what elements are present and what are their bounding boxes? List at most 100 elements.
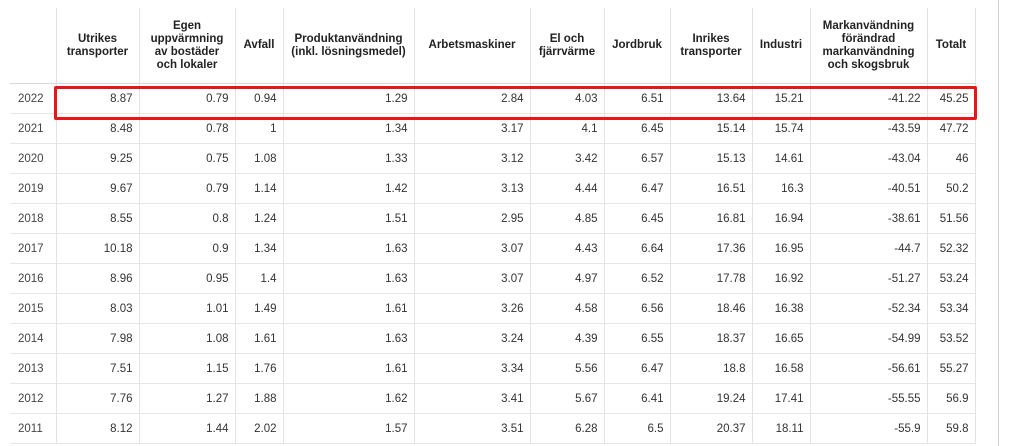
table-cell: 18.8	[670, 353, 753, 384]
table-cell: 16.94	[752, 203, 811, 234]
row-year-cell: 2018	[10, 203, 57, 234]
table-cell: 17.41	[752, 383, 811, 414]
table-row: 2019 9.67 0.79 1.14 1.42 3.13 4.44 6.47 16.51 16.…	[10, 173, 976, 204]
table-cell: 16.95	[752, 233, 811, 264]
table-cell: 1.62	[283, 383, 415, 414]
table-cell: 18.37	[670, 323, 753, 354]
table-cell: 51.56	[927, 203, 976, 234]
table-row: 2022 8.87 0.79 0.94 1.29 2.84 4.03 6.51 13.64 15.…	[10, 83, 976, 114]
row-year-cell: 2016	[10, 263, 57, 294]
table-cell: 7.76	[56, 383, 140, 414]
table-cell: -55.9	[810, 413, 928, 444]
table-cell: 6.57	[604, 143, 671, 174]
row-year-cell: 2017	[10, 233, 57, 264]
table-cell: 53.52	[927, 323, 976, 354]
table-cell: 0.94	[235, 83, 284, 114]
table-cell: 16.51	[670, 173, 753, 204]
table-cell: 9.67	[56, 173, 140, 204]
table-cell: 4.44	[530, 173, 605, 204]
table-cell: -44.7	[810, 233, 928, 264]
table-cell: 15.13	[670, 143, 753, 174]
year-column-header	[10, 8, 57, 84]
table-cell: -40.51	[810, 173, 928, 204]
table-cell: 1.51	[283, 203, 415, 234]
table-row: 2016 8.96 0.95 1.4 1.63 3.07 4.97 6.52 17.78 16.9…	[10, 263, 976, 294]
row-year-cell: 2020	[10, 143, 57, 174]
table-cell: 6.56	[604, 293, 671, 324]
table-body: 2022 8.87 0.79 0.94 1.29 2.84 4.03 6.51 13.64 15.…	[10, 83, 976, 444]
table-cell: 55.27	[927, 353, 976, 384]
table-cell: -56.61	[810, 353, 928, 384]
table-cell: 13.64	[670, 83, 753, 114]
table-cell: 52.32	[927, 233, 976, 264]
table-cell: 8.03	[56, 293, 140, 324]
table-cell: 8.12	[56, 413, 140, 444]
table-cell: 15.21	[752, 83, 811, 114]
table-cell: 16.92	[752, 263, 811, 294]
table-cell: 18.11	[752, 413, 811, 444]
table-cell: 3.41	[414, 383, 531, 414]
table-cell: -41.22	[810, 83, 928, 114]
row-year-cell: 2013	[10, 353, 57, 384]
column-header: Produktanvändning (inkl. lösningsmedel)	[283, 8, 415, 84]
column-header: El och fjärrvärme	[530, 8, 605, 84]
table-cell: 4.1	[530, 113, 605, 144]
row-year-cell: 2021	[10, 113, 57, 144]
table-cell: 0.78	[139, 113, 236, 144]
table-cell: 3.07	[414, 233, 531, 264]
column-header: Jordbruk	[604, 8, 671, 84]
table-cell: 1.33	[283, 143, 415, 174]
table-cell: 4.39	[530, 323, 605, 354]
table-cell: 1.44	[139, 413, 236, 444]
column-header: Markanvändning förändrad markanvändning …	[810, 8, 928, 84]
table-cell: 3.26	[414, 293, 531, 324]
table-cell: 16.58	[752, 353, 811, 384]
table-row: 2021 8.48 0.78 1 1.34 3.17 4.1 6.45 15.14 15.74 -4…	[10, 113, 976, 144]
column-header: Totalt	[927, 8, 976, 84]
table-cell: 0.8	[139, 203, 236, 234]
row-year-cell: 2014	[10, 323, 57, 354]
table-cell: 7.51	[56, 353, 140, 384]
column-header: Utrikes transporter	[56, 8, 140, 84]
table-cell: 5.56	[530, 353, 605, 384]
table-cell: 0.75	[139, 143, 236, 174]
table-cell: 50.2	[927, 173, 976, 204]
table-row: 2011 8.12 1.44 2.02 1.57 3.51 6.28 6.5 20.37 18.1…	[10, 413, 976, 444]
table-cell: 15.14	[670, 113, 753, 144]
table-cell: 16.81	[670, 203, 753, 234]
table-cell: 16.38	[752, 293, 811, 324]
table-cell: 1.34	[235, 233, 284, 264]
table-cell: 1.01	[139, 293, 236, 324]
table-cell: 1.88	[235, 383, 284, 414]
column-header: Arbetsmaskiner	[414, 8, 531, 84]
table-cell: -54.99	[810, 323, 928, 354]
table-cell: 1.34	[283, 113, 415, 144]
emissions-table: Utrikes transporter Egen uppvärmning av b…	[10, 8, 976, 444]
row-year-cell: 2022	[10, 83, 57, 114]
table-cell: 6.5	[604, 413, 671, 444]
table-cell: 2.95	[414, 203, 531, 234]
table-cell: 0.95	[139, 263, 236, 294]
table-cell: 1.57	[283, 413, 415, 444]
page-divider	[998, 0, 999, 446]
table-cell: 18.46	[670, 293, 753, 324]
table-cell: 4.03	[530, 83, 605, 114]
table-cell: 15.74	[752, 113, 811, 144]
table-cell: 3.17	[414, 113, 531, 144]
table-cell: -43.04	[810, 143, 928, 174]
table-cell: 2.84	[414, 83, 531, 114]
table-cell: 3.13	[414, 173, 531, 204]
table-cell: 8.96	[56, 263, 140, 294]
table-cell: 6.64	[604, 233, 671, 264]
table-cell: 7.98	[56, 323, 140, 354]
table-cell: 2.02	[235, 413, 284, 444]
table-cell: 1.42	[283, 173, 415, 204]
table-row: 2014 7.98 1.08 1.61 1.63 3.24 4.39 6.55 18.37 16.…	[10, 323, 976, 354]
column-header: Avfall	[235, 8, 284, 84]
table-cell: 1.76	[235, 353, 284, 384]
table-cell: 59.8	[927, 413, 976, 444]
table-row: 2017 10.18 0.9 1.34 1.63 3.07 4.43 6.64 17.36 16.…	[10, 233, 976, 264]
table-cell: 10.18	[56, 233, 140, 264]
table-cell: -51.27	[810, 263, 928, 294]
table-cell: -43.59	[810, 113, 928, 144]
